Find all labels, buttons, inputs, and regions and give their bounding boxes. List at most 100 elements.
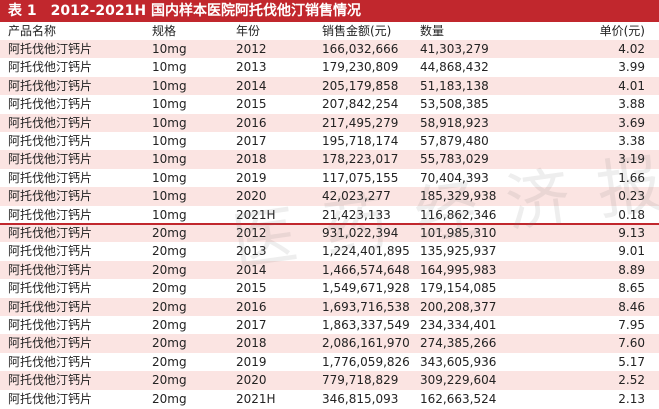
table-row: 阿托伐他汀钙片 20mg 2012 931,022,394 101,985,310 9.1… xyxy=(0,224,659,243)
cell: 162,663,524 xyxy=(420,391,497,406)
cell: 70,404,393 xyxy=(420,170,489,185)
cell: 3.38 xyxy=(618,134,645,148)
cell: 20mg xyxy=(152,391,187,406)
cell: 166,032,666 xyxy=(322,42,399,56)
cell: 阿托伐他汀钙片 xyxy=(8,281,93,296)
cell: 2021H xyxy=(236,207,276,222)
cell: 2016 xyxy=(236,299,267,314)
table-row: 阿托伐他汀钙片 20mg 2014 1,466,574,648 164,995,983 8… xyxy=(0,260,659,280)
cell: 3.69 xyxy=(618,115,645,130)
cell: 10mg xyxy=(152,60,187,75)
cell: 20mg xyxy=(152,336,187,351)
cell: 年份 xyxy=(236,24,261,38)
cell: 阿托伐他汀钙片 xyxy=(8,42,93,56)
cell: 数量 xyxy=(420,24,445,38)
cell: 销售金额(元) xyxy=(322,24,392,38)
cell: 10mg xyxy=(152,97,187,112)
cell: 178,223,017 xyxy=(322,152,399,167)
table-row: 阿托伐他汀钙片 10mg 2021H 21,423,133 116,862,346 0.1… xyxy=(0,205,659,224)
cell: 57,879,480 xyxy=(420,134,489,148)
cell: 2.13 xyxy=(618,391,645,406)
cell: 1,224,401,895 xyxy=(322,244,410,259)
cell: 2020 xyxy=(236,189,267,204)
cell: 阿托伐他汀钙片 xyxy=(8,115,93,130)
cell: 10mg xyxy=(152,207,187,222)
table-row: 阿托伐他汀钙片 20mg 2015 1,549,671,928 179,154,085 8… xyxy=(0,279,659,298)
cell: 9.13 xyxy=(618,226,645,240)
cell: 2014 xyxy=(236,78,267,93)
cell: 阿托伐他汀钙片 xyxy=(8,391,93,406)
cell: 3.19 xyxy=(618,152,645,167)
cell: 2019 xyxy=(236,170,267,185)
cell: 阿托伐他汀钙片 xyxy=(8,262,93,277)
cell: 51,183,138 xyxy=(420,78,489,93)
cell: 阿托伐他汀钙片 xyxy=(8,152,93,167)
cell: 2013 xyxy=(236,60,267,75)
table-title: 表 1 2012-2021H 国内样本医院阿托伐他汀销售情况 xyxy=(0,0,659,22)
cell: 8.65 xyxy=(618,281,645,296)
cell: 3.88 xyxy=(618,97,645,112)
table-row: 阿托伐他汀钙片 10mg 2014 205,179,858 51,183,138 4.01 xyxy=(0,76,659,96)
cell: 274,385,266 xyxy=(420,336,497,351)
cell: 7.60 xyxy=(618,336,645,351)
cell: 阿托伐他汀钙片 xyxy=(8,170,93,185)
cell: 42,023,277 xyxy=(322,189,391,204)
cell: 7.95 xyxy=(618,318,645,332)
cell: 20mg xyxy=(152,244,187,259)
cell: 10mg xyxy=(152,134,187,148)
table-row: 阿托伐他汀钙片 20mg 2021H 346,815,093 162,663,524 2.… xyxy=(0,389,659,408)
cell: 4.02 xyxy=(618,42,645,56)
cell: 10mg xyxy=(152,152,187,167)
cell: 10mg xyxy=(152,78,187,93)
cell: 185,329,938 xyxy=(420,189,497,204)
table-row: 阿托伐他汀钙片 10mg 2018 178,223,017 55,783,029 3.19 xyxy=(0,150,659,169)
cell: 234,334,401 xyxy=(420,318,497,332)
group-separator xyxy=(0,223,659,225)
cell: 8.89 xyxy=(618,262,645,277)
cell: 20mg xyxy=(152,354,187,369)
cell: 41,303,279 xyxy=(420,42,489,56)
cell: 117,075,155 xyxy=(322,170,399,185)
cell: 135,925,937 xyxy=(420,244,497,259)
cell: 20mg xyxy=(152,226,187,240)
cell: 8.46 xyxy=(618,299,645,314)
cell: 2012 xyxy=(236,42,267,56)
cell: 1,863,337,549 xyxy=(322,318,410,332)
cell: 179,230,809 xyxy=(322,60,399,75)
table-row: 阿托伐他汀钙片 10mg 2020 42,023,277 185,329,938 0.23 xyxy=(0,187,659,206)
cell: 阿托伐他汀钙片 xyxy=(8,78,93,93)
cell: 0.23 xyxy=(618,189,645,204)
cell: 179,154,085 xyxy=(420,281,497,296)
table-row: 阿托伐他汀钙片 10mg 2019 117,075,155 70,404,393 1.66 xyxy=(0,168,659,188)
cell: 21,423,133 xyxy=(322,207,391,222)
cell: 2018 xyxy=(236,336,267,351)
cell: 阿托伐他汀钙片 xyxy=(8,60,93,75)
cell: 5.17 xyxy=(618,354,645,369)
cell: 2.52 xyxy=(618,373,645,388)
cell: 10mg xyxy=(152,189,187,204)
cell: 20mg xyxy=(152,318,187,332)
cell: 20mg xyxy=(152,281,187,296)
cell: 阿托伐他汀钙片 xyxy=(8,373,93,388)
cell: 116,862,346 xyxy=(420,207,497,222)
cell: 阿托伐他汀钙片 xyxy=(8,189,93,204)
cell: 1,466,574,648 xyxy=(322,262,410,277)
cell: 779,718,829 xyxy=(322,373,399,388)
cell: 53,508,385 xyxy=(420,97,489,112)
cell: 1,776,059,826 xyxy=(322,354,410,369)
table-row: 阿托伐他汀钙片 20mg 2013 1,224,401,895 135,925,937 9… xyxy=(0,242,659,261)
cell: 3.99 xyxy=(618,60,645,75)
cell: 2012 xyxy=(236,226,267,240)
table-row: 阿托伐他汀钙片 20mg 2020 779,718,829 309,229,604 2.5… xyxy=(0,371,659,390)
cell: 2021H xyxy=(236,391,276,406)
table-row: 阿托伐他汀钙片 10mg 2012 166,032,666 41,303,279 4.02 xyxy=(0,40,659,59)
cell: 9.01 xyxy=(618,244,645,259)
cell: 2,086,161,970 xyxy=(322,336,410,351)
cell: 2017 xyxy=(236,134,267,148)
cell: 2015 xyxy=(236,97,267,112)
cell: 217,495,279 xyxy=(322,115,399,130)
cell: 产品名称 xyxy=(8,24,57,38)
cell: 2017 xyxy=(236,318,267,332)
cell: 阿托伐他汀钙片 xyxy=(8,299,93,314)
